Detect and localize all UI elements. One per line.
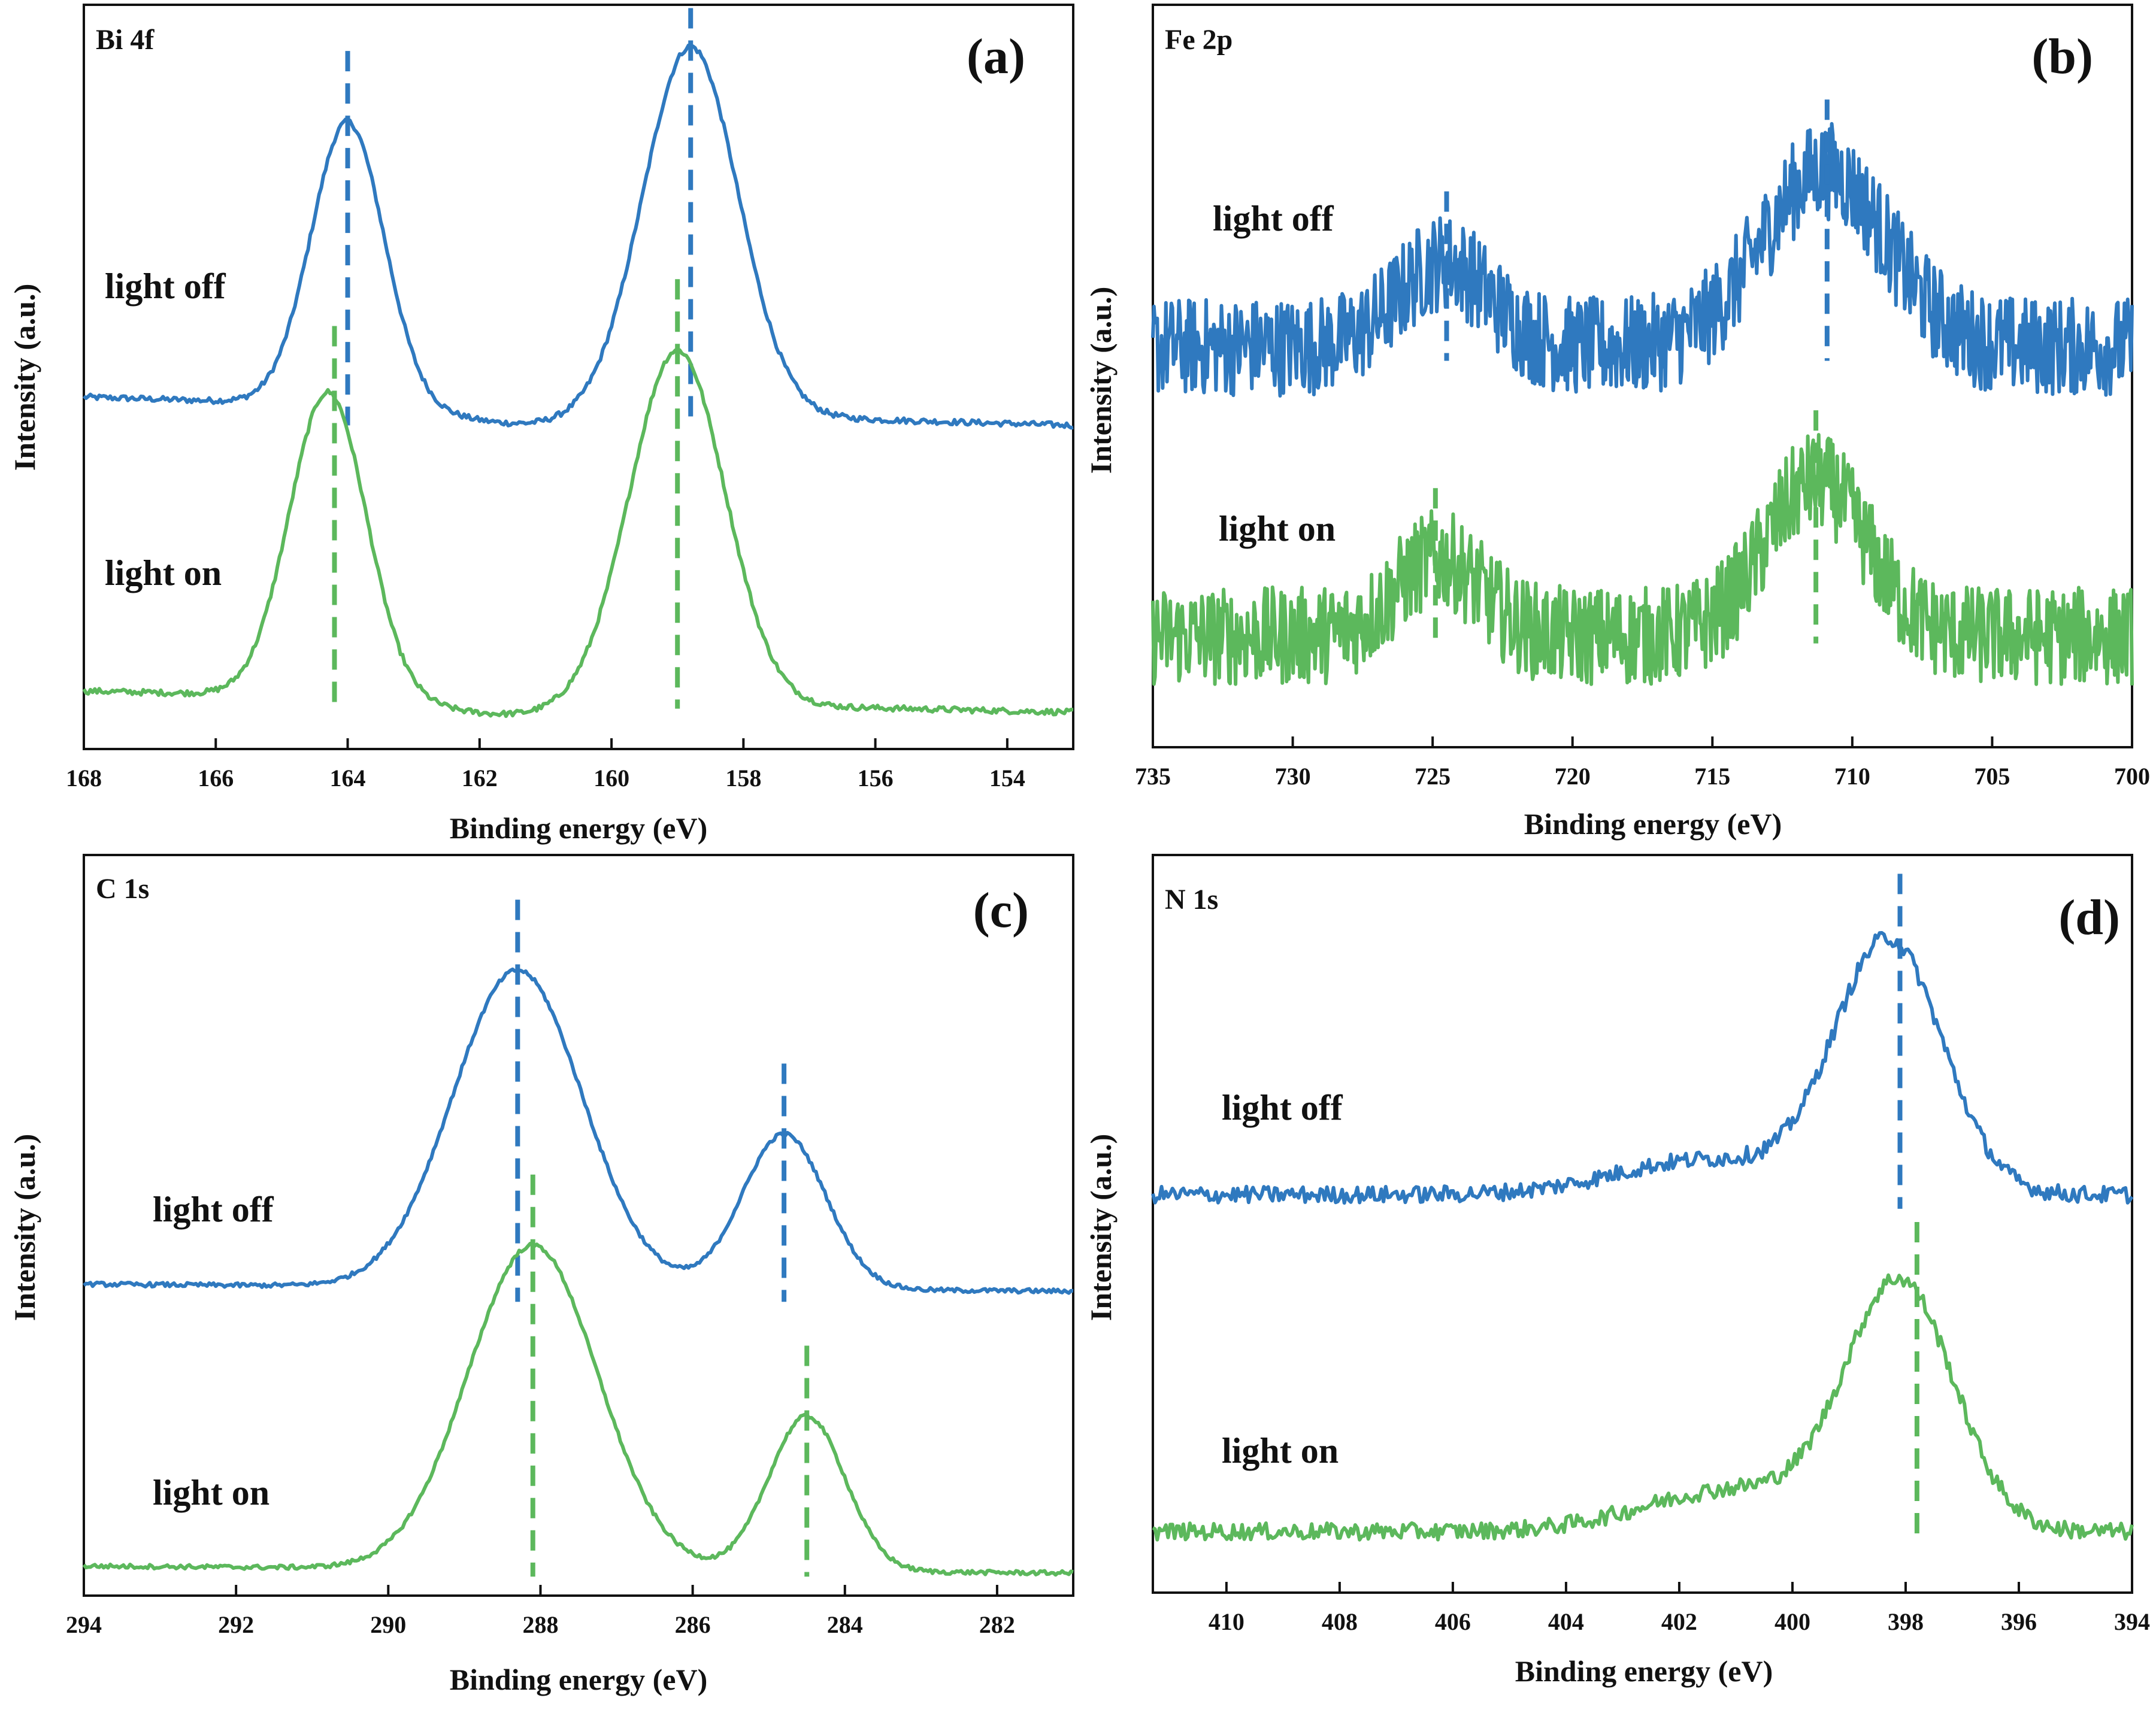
panel-a-tick-label-7: 154 <box>989 765 1025 792</box>
panel-d-y-axis-label: Intensity (a.u.) <box>1084 1134 1118 1321</box>
panel-a-title: Bi 4f <box>96 24 155 56</box>
panel-d-traces <box>1151 874 2134 1542</box>
panel-a-tick-label-4: 160 <box>593 765 629 792</box>
panel-c-tick-label-6: 282 <box>979 1611 1015 1638</box>
panel-b-x-axis: 735 730 725 720 715 710 705 700 <box>1135 736 2150 790</box>
panel-c-tick-label-3: 288 <box>522 1611 558 1638</box>
panel-d-tick-label-2: 406 <box>1435 1608 1471 1635</box>
panel-b-tick-label-4: 715 <box>1694 763 1730 790</box>
panel-d-tick-label-4: 402 <box>1661 1608 1697 1635</box>
panel-c-traces <box>82 899 1074 1577</box>
panel-b: 735 730 725 720 715 710 705 700 Fe 2p (b) light… <box>1084 4 2150 841</box>
panel-b-tick-label-6: 705 <box>1974 763 2010 790</box>
panel-a-tick-label-0: 168 <box>66 765 102 792</box>
panel-d-tick-label-6: 398 <box>1888 1608 1924 1635</box>
panel-d: 410 408 406 404 402 400 398 396 394 N 1s (d) lig… <box>1084 854 2150 1688</box>
panel-a-plot-frame <box>83 4 1074 750</box>
panel-a-tick-label-3: 162 <box>462 765 498 792</box>
panel-c-light-on-label: light on <box>153 1473 270 1512</box>
panel-c-x-axis: 294 292 290 288 286 284 282 <box>66 1585 1015 1638</box>
panel-c: 294 292 290 288 286 284 282 C 1s (c) light off… <box>8 854 1074 1696</box>
panel-c-y-axis-label: Intensity (a.u.) <box>8 1134 41 1321</box>
panel-c-plot-frame <box>83 854 1074 1597</box>
panel-d-light-off-label: light off <box>1222 1088 1343 1127</box>
panel-b-y-axis-label: Intensity (a.u.) <box>1084 287 1118 474</box>
panel-a-tick-label-2: 164 <box>330 765 366 792</box>
panel-d-tick-label-1: 408 <box>1322 1608 1358 1635</box>
panel-b-title: Fe 2p <box>1165 24 1233 56</box>
panel-b-tick-label-0: 735 <box>1135 763 1171 790</box>
panel-d-light-on-trace <box>1152 1273 2134 1542</box>
panel-a-x-axis: 168 166 164 162 160 158 156 154 <box>66 738 1025 792</box>
panel-a-tick-label-6: 156 <box>858 765 894 792</box>
panel-d-title: N 1s <box>1165 884 1218 915</box>
panel-b-tick-label-3: 720 <box>1555 763 1591 790</box>
panel-d-x-axis: 410 408 406 404 402 400 398 396 394 <box>1209 1582 2150 1635</box>
panel-c-tick-label-0: 294 <box>66 1611 102 1638</box>
panel-b-tick-label-2: 725 <box>1415 763 1451 790</box>
panel-a: 168 166 164 162 160 158 156 154 Bi 4f (a) light… <box>8 0 1074 845</box>
panel-c-light-off-label: light off <box>153 1190 274 1229</box>
panel-a-light-off-trace <box>82 43 1074 430</box>
panel-c-light-on-trace <box>82 1241 1074 1577</box>
panel-a-label: (a) <box>967 29 1025 84</box>
panel-b-plot-frame <box>1152 4 2133 748</box>
panel-d-light-off-trace <box>1151 931 2134 1205</box>
panel-d-tick-label-5: 400 <box>1775 1608 1810 1635</box>
panel-b-light-on-label: light on <box>1219 509 1336 548</box>
panel-d-light-on-label: light on <box>1222 1431 1339 1471</box>
panel-a-light-on-label: light on <box>105 553 222 593</box>
panel-d-plot-frame <box>1152 854 2133 1594</box>
panel-a-light-on-trace <box>82 347 1074 718</box>
panel-d-label: (d) <box>2058 890 2120 945</box>
panel-d-tick-label-8: 394 <box>2114 1608 2150 1635</box>
panel-c-tick-label-4: 286 <box>675 1611 711 1638</box>
panel-d-tick-label-3: 404 <box>1548 1608 1584 1635</box>
panel-d-tick-label-7: 396 <box>2001 1608 2037 1635</box>
panel-a-tick-label-1: 166 <box>198 765 234 792</box>
panel-c-tick-label-5: 284 <box>827 1611 863 1638</box>
panel-c-tick-label-2: 290 <box>370 1611 406 1638</box>
panel-c-tick-label-1: 292 <box>218 1611 254 1638</box>
panel-b-light-off-trace <box>1151 122 2134 398</box>
panel-c-x-axis-label: Binding energy (eV) <box>450 1663 708 1696</box>
panel-b-light-off-label: light off <box>1213 199 1334 238</box>
panel-a-x-axis-label: Binding energy (eV) <box>450 811 708 845</box>
panel-a-tick-label-5: 158 <box>725 765 761 792</box>
panel-a-light-off-label: light off <box>105 266 226 306</box>
panel-c-title: C 1s <box>96 873 149 905</box>
panel-b-x-axis-label: Binding energy (eV) <box>1524 807 1782 841</box>
panel-b-light-on-trace <box>1151 433 2134 686</box>
panel-a-y-axis-label: Intensity (a.u.) <box>8 284 41 471</box>
panel-b-tick-label-7: 700 <box>2114 763 2150 790</box>
panel-b-label: (b) <box>2031 29 2093 84</box>
panel-b-tick-label-1: 730 <box>1275 763 1311 790</box>
panel-c-label: (c) <box>973 883 1029 938</box>
panel-c-light-off-trace <box>83 967 1074 1295</box>
panel-b-tick-label-5: 710 <box>1834 763 1870 790</box>
panel-d-tick-label-0: 410 <box>1209 1608 1244 1635</box>
panel-a-traces <box>82 0 1074 718</box>
panel-d-x-axis-label: Binding energy (eV) <box>1515 1654 1773 1688</box>
panel-b-traces <box>1151 99 2134 686</box>
